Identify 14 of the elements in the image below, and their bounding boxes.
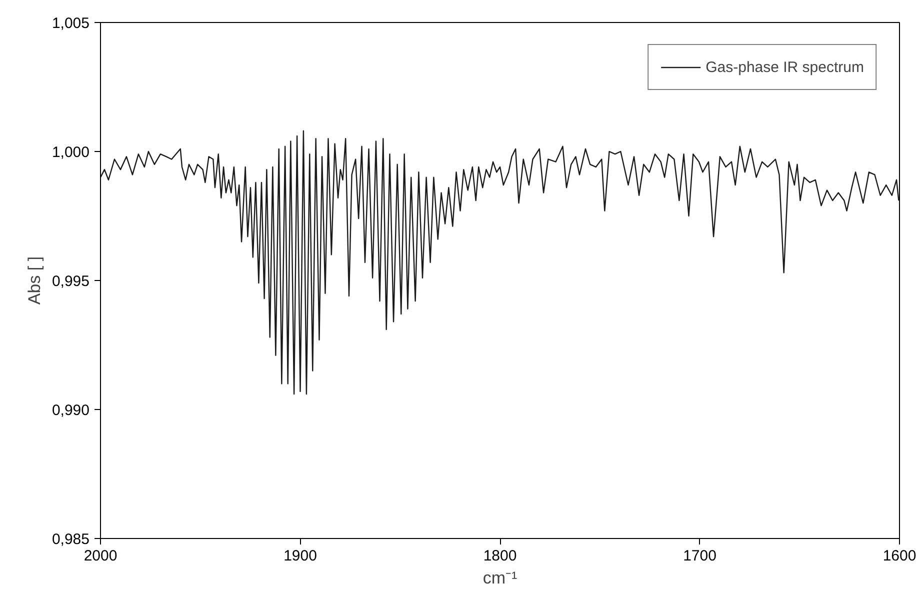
x-tick-label: 1900 bbox=[284, 548, 317, 564]
y-axis-title: Abs [ ] bbox=[24, 256, 44, 305]
y-tick-label: 0,985 bbox=[52, 531, 90, 548]
x-tick-label: 1700 bbox=[683, 548, 716, 564]
line-series bbox=[100, 130, 900, 395]
y-tick-label: 1,000 bbox=[52, 144, 90, 161]
x-tick-label: 2000 bbox=[84, 548, 118, 564]
y-tick-label: 1,005 bbox=[52, 15, 90, 32]
y-tick-label: 0,990 bbox=[52, 402, 90, 419]
x-tick-label: 1800 bbox=[483, 548, 517, 564]
legend-label: Gas-phase IR spectrum bbox=[706, 58, 864, 76]
x-axis-title: cm⁻¹ bbox=[482, 568, 518, 588]
x-tick-label: 1600 bbox=[882, 548, 916, 564]
y-tick-label: 0,995 bbox=[52, 273, 90, 290]
